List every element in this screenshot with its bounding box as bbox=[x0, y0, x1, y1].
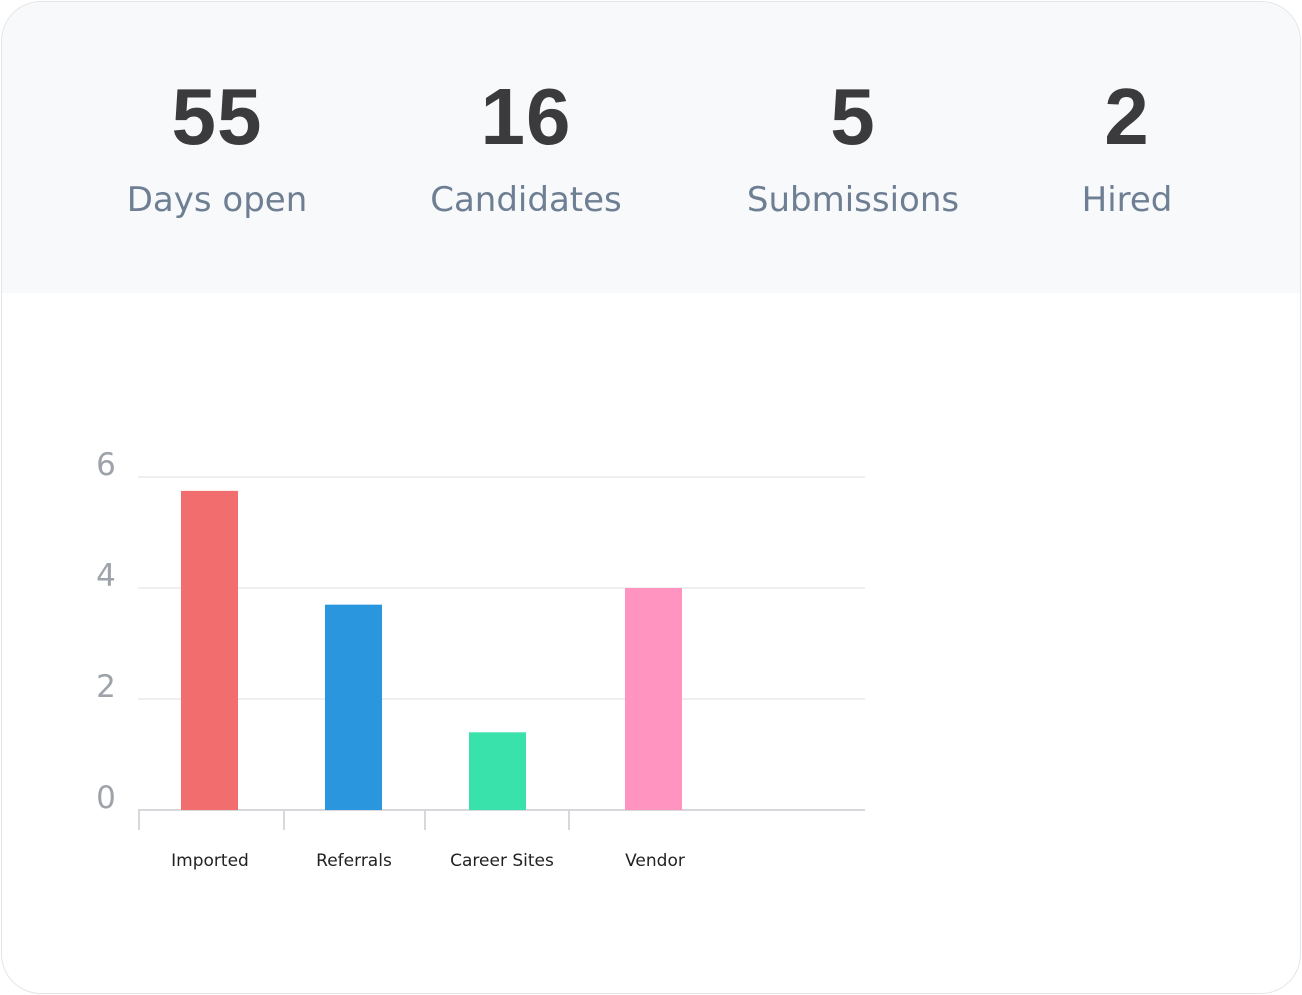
stat-submissions: 5 Submissions bbox=[693, 72, 1013, 220]
y-tick-label: 0 bbox=[96, 780, 116, 816]
bar-career-sites bbox=[469, 732, 526, 810]
stat-hired: 2 Hired bbox=[967, 72, 1287, 220]
stat-value: 5 bbox=[830, 72, 876, 161]
stat-value: 55 bbox=[171, 72, 263, 161]
x-tick-label: Vendor bbox=[625, 851, 685, 871]
stat-label: Submissions bbox=[746, 180, 960, 220]
y-tick-label: 6 bbox=[96, 447, 116, 483]
stat-candidates: 16 Candidates bbox=[366, 72, 686, 220]
stat-label: Candidates bbox=[430, 180, 622, 220]
stats-panel: 55 Days open 16 Candidates 5 Submissions… bbox=[2, 2, 1300, 293]
x-tick-label: Career Sites bbox=[450, 851, 554, 871]
stat-value: 2 bbox=[1104, 72, 1150, 161]
bar-imported bbox=[181, 490, 238, 810]
stat-value: 16 bbox=[480, 72, 572, 161]
stat-label: Days open bbox=[126, 180, 308, 220]
bar-referrals bbox=[325, 604, 382, 810]
y-tick-label: 2 bbox=[96, 669, 116, 705]
y-tick-label: 4 bbox=[96, 558, 116, 594]
x-tick-label: Imported bbox=[171, 851, 249, 871]
stat-label: Hired bbox=[1081, 180, 1173, 220]
x-tick-label: Referrals bbox=[316, 851, 392, 871]
bar-vendor bbox=[625, 588, 682, 810]
stat-days-open: 55 Days open bbox=[57, 72, 377, 220]
